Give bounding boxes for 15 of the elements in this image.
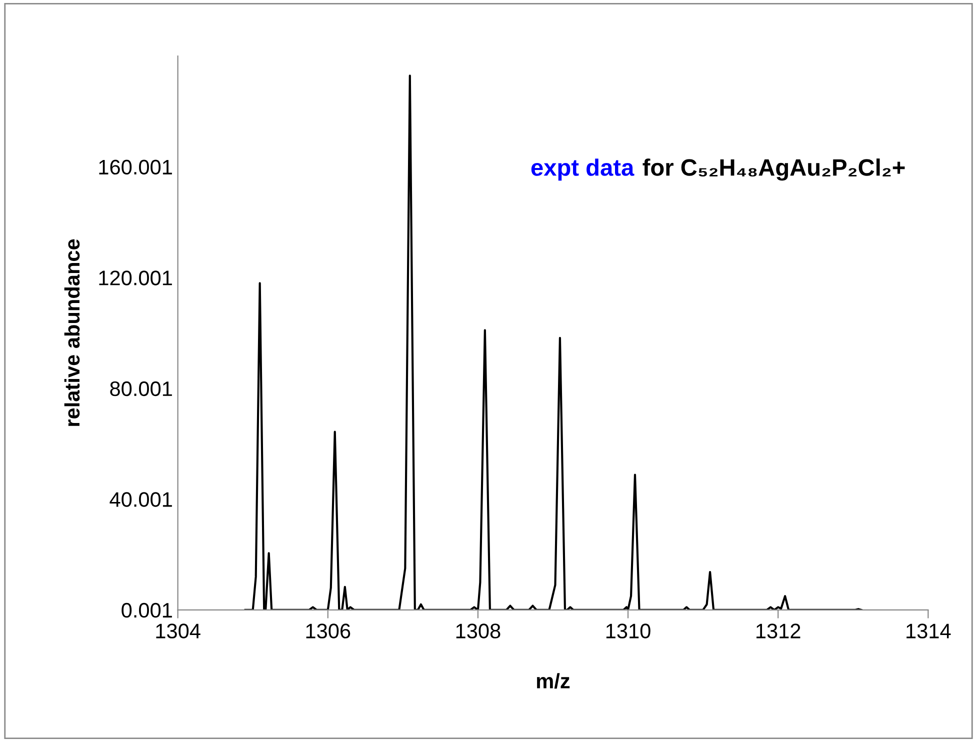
y-tick-label: 160.001 xyxy=(99,160,172,175)
x-axis-title: m/z xyxy=(536,673,570,689)
y-axis-title: relative abundance xyxy=(64,239,80,426)
x-tick-label: 1308 xyxy=(456,624,500,638)
x-tick-label: 1314 xyxy=(906,624,951,638)
x-tick-label: 1304 xyxy=(156,624,200,638)
x-tick-label: 1306 xyxy=(306,624,350,638)
y-tick-label: 120.001 xyxy=(99,270,172,286)
x-tick-label: 1310 xyxy=(606,624,650,638)
annotation: for C₅₂H₄₈AgAu₂P₂Cl₂+ xyxy=(642,158,905,181)
y-tick-label: 40.001 xyxy=(110,492,172,507)
y-tick-label: 0.001 xyxy=(122,602,172,618)
annotation: expt data xyxy=(531,158,634,181)
y-tick-label: 80.001 xyxy=(110,381,172,396)
x-tick-label: 1312 xyxy=(756,624,800,638)
